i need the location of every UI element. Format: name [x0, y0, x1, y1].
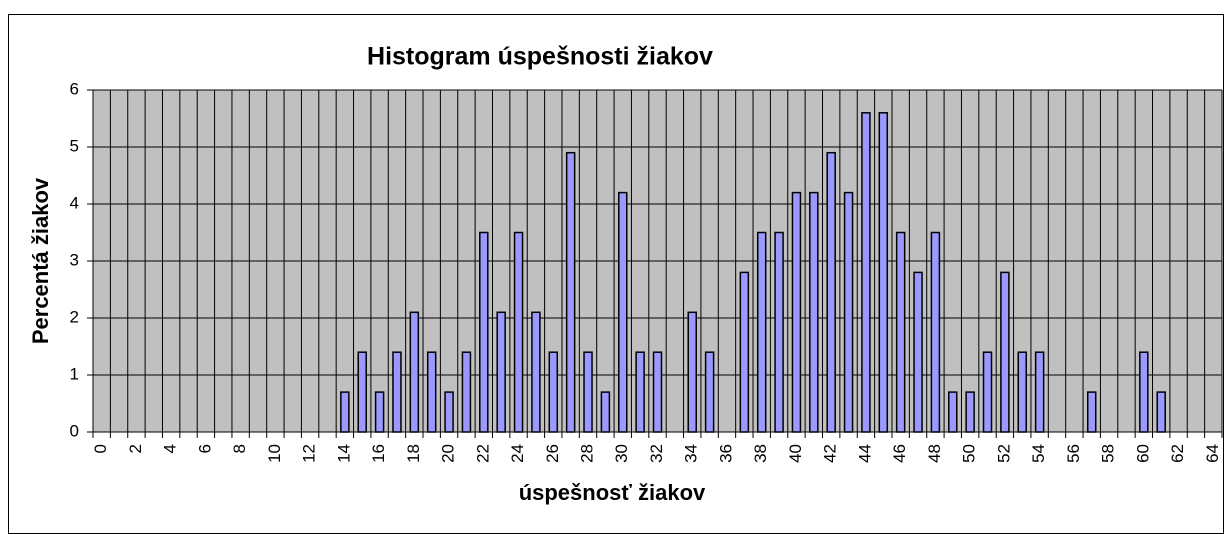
bar — [635, 351, 645, 433]
bar — [982, 351, 993, 433]
y-tick-label: 1 — [70, 364, 79, 383]
bar — [340, 391, 350, 433]
x-tick-label: 58 — [1099, 444, 1118, 463]
bar — [774, 231, 784, 433]
x-tick-label: 54 — [1029, 444, 1048, 463]
x-tick-label: 30 — [612, 444, 631, 463]
bar — [426, 351, 437, 433]
bar — [479, 231, 489, 433]
bar — [895, 231, 906, 433]
y-tick-label: 3 — [70, 250, 79, 269]
bar — [687, 311, 697, 433]
bar — [1000, 271, 1010, 433]
bar — [618, 191, 628, 433]
x-tick-label: 32 — [647, 444, 666, 463]
bar — [1034, 351, 1045, 433]
x-tick-label: 12 — [300, 444, 319, 463]
x-tick-label: 8 — [230, 444, 249, 453]
x-tick-label: 46 — [890, 444, 909, 463]
chart-title: Histogram úspešnosti žiakov — [367, 43, 713, 71]
y-tick-label: 4 — [70, 193, 79, 212]
x-tick-label: 50 — [960, 444, 979, 463]
x-tick-label: 36 — [716, 444, 735, 463]
bar — [843, 191, 854, 433]
bar — [965, 391, 975, 433]
x-tick-label: 16 — [369, 444, 388, 463]
bar — [496, 311, 506, 433]
x-tick-label: 62 — [1168, 444, 1187, 463]
x-tick-label: 10 — [265, 444, 284, 463]
x-tick-label: 60 — [1133, 444, 1152, 463]
bar — [531, 311, 541, 433]
bar — [791, 191, 802, 433]
bar — [652, 351, 663, 433]
y-tick-label: 5 — [70, 136, 79, 155]
x-tick-label: 64 — [1203, 444, 1222, 463]
bar — [461, 351, 472, 433]
x-tick-label: 20 — [439, 444, 458, 463]
x-tick-label: 40 — [786, 444, 805, 463]
bar — [826, 151, 836, 433]
x-tick-label: 18 — [404, 444, 423, 463]
x-tick-label: 14 — [334, 444, 353, 463]
bar — [409, 311, 420, 433]
bar — [756, 231, 767, 433]
x-tick-label: 24 — [508, 444, 527, 463]
bar — [878, 112, 889, 433]
x-tick-label: 44 — [855, 444, 874, 463]
y-tick-label: 2 — [70, 307, 79, 326]
bar — [1017, 351, 1028, 433]
y-tick-label: 0 — [70, 421, 79, 440]
bar — [583, 351, 593, 433]
bar — [444, 391, 454, 433]
bar — [565, 151, 576, 433]
x-tick-label: 28 — [578, 444, 597, 463]
bar — [374, 391, 385, 433]
bar — [948, 391, 958, 433]
bar — [930, 231, 941, 433]
x-tick-label: 38 — [751, 444, 770, 463]
x-tick-label: 0 — [91, 444, 110, 453]
x-tick-label: 2 — [126, 444, 145, 453]
bar — [739, 271, 750, 433]
x-tick-label: 48 — [925, 444, 944, 463]
bar — [1139, 351, 1149, 433]
x-tick-label: 42 — [821, 444, 840, 463]
bar — [392, 351, 402, 433]
bar — [1086, 391, 1097, 433]
bar — [548, 351, 559, 433]
y-tick-label: 6 — [70, 79, 79, 98]
x-tick-label: 56 — [1064, 444, 1083, 463]
bar — [704, 351, 715, 433]
x-tick-label: 4 — [161, 444, 180, 453]
bar — [357, 351, 367, 433]
bar — [809, 191, 819, 433]
x-tick-label: 22 — [473, 444, 492, 463]
bar — [1156, 391, 1166, 433]
x-tick-label: 34 — [682, 444, 701, 463]
bar — [861, 112, 871, 433]
x-tick-label: 26 — [543, 444, 562, 463]
bar — [600, 391, 611, 433]
x-tick-label: 52 — [994, 444, 1013, 463]
x-axis-label: úspešnosť žiakov — [519, 480, 706, 505]
bar — [513, 231, 524, 433]
y-axis-label: Percentá žiakov — [28, 177, 53, 344]
x-tick-label: 6 — [195, 444, 214, 453]
bar — [913, 271, 923, 433]
